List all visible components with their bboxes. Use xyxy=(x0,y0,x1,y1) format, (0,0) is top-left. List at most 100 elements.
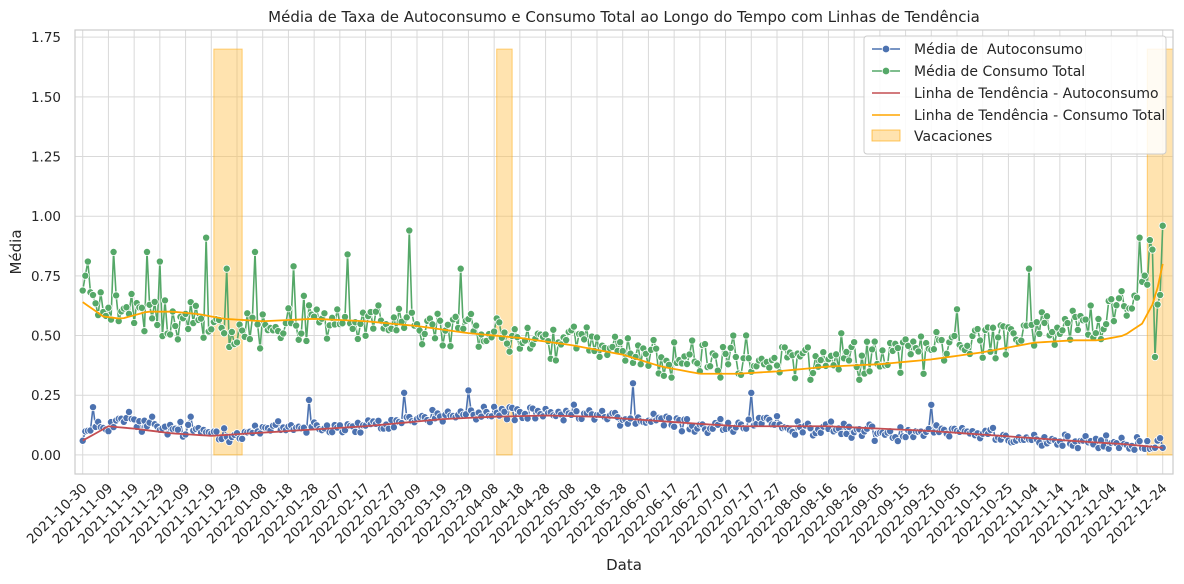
data-point xyxy=(791,374,800,383)
data-point xyxy=(729,331,738,340)
data-point xyxy=(593,333,602,342)
data-point xyxy=(184,324,193,333)
data-point xyxy=(212,427,221,436)
data-point xyxy=(878,346,887,355)
data-point xyxy=(896,368,905,377)
data-point xyxy=(1112,301,1121,310)
data-point xyxy=(420,329,429,338)
data-point xyxy=(927,400,936,409)
data-point xyxy=(451,312,460,321)
data-point xyxy=(405,226,414,235)
data-point xyxy=(369,324,378,333)
data-point xyxy=(857,351,866,360)
data-point xyxy=(433,309,442,318)
y-tick-label: 1.50 xyxy=(31,90,61,106)
data-point xyxy=(1094,314,1103,323)
data-point xyxy=(186,412,195,421)
data-point xyxy=(114,317,123,326)
data-point xyxy=(711,351,720,360)
data-point xyxy=(701,340,710,349)
data-point xyxy=(89,403,98,412)
data-point xyxy=(569,322,578,331)
data-point xyxy=(809,369,818,378)
data-point xyxy=(688,336,697,345)
data-point xyxy=(737,370,746,379)
data-point xyxy=(279,329,288,338)
data-point xyxy=(819,348,828,357)
data-point xyxy=(150,297,159,306)
data-point xyxy=(523,323,532,332)
data-point xyxy=(1102,320,1111,329)
data-point xyxy=(937,336,946,345)
data-point xyxy=(505,347,514,356)
data-point xyxy=(706,362,715,371)
data-point xyxy=(989,423,998,432)
legend-marker-consumo-total xyxy=(881,66,891,76)
data-point xyxy=(716,415,725,424)
legend: Média de Autoconsumo Média de Consumo To… xyxy=(863,35,1167,155)
data-point xyxy=(744,415,753,424)
data-point xyxy=(1073,325,1082,334)
data-point xyxy=(845,356,854,365)
data-point xyxy=(1156,434,1165,443)
data-point xyxy=(1040,318,1049,327)
data-point xyxy=(297,329,306,338)
data-point xyxy=(541,330,550,339)
data-point xyxy=(659,421,668,430)
data-point xyxy=(837,329,846,338)
data-point xyxy=(173,335,182,344)
data-point xyxy=(142,247,151,256)
trend-line-consumo-total xyxy=(82,263,1164,375)
legend-label-trend-autoconsumo: Linha de Tendência - Autoconsumo xyxy=(914,86,1159,102)
data-point xyxy=(803,343,812,352)
data-point xyxy=(904,341,913,350)
data-point xyxy=(870,436,879,445)
data-point xyxy=(402,313,411,322)
data-point xyxy=(1063,432,1072,441)
data-point xyxy=(464,386,473,395)
data-point xyxy=(256,344,265,353)
data-point xyxy=(1145,236,1154,245)
data-point xyxy=(1148,245,1157,254)
data-point xyxy=(407,308,416,317)
data-point xyxy=(137,303,146,312)
data-point xyxy=(122,303,131,312)
data-point xyxy=(1153,300,1162,309)
data-point xyxy=(1091,329,1100,338)
data-point xyxy=(500,407,509,416)
x-axis-title: Data xyxy=(606,556,642,574)
data-point xyxy=(374,416,383,425)
data-point xyxy=(863,337,872,346)
data-point xyxy=(302,336,311,345)
data-point xyxy=(140,327,149,336)
data-point xyxy=(1058,326,1067,335)
data-point xyxy=(1058,441,1067,450)
data-point xyxy=(670,422,679,431)
data-point xyxy=(243,309,252,318)
data-point xyxy=(1001,350,1010,359)
data-point xyxy=(1151,353,1160,362)
y-axis-ticks: 0.00 0.25 0.50 0.75 1.00 1.25 1.50 1.75 xyxy=(31,30,61,464)
data-point xyxy=(361,331,370,340)
data-point xyxy=(667,373,676,382)
data-point xyxy=(374,301,383,310)
data-point xyxy=(220,424,229,433)
data-point xyxy=(919,369,928,378)
data-point xyxy=(258,310,267,319)
legend-entry-trend-autoconsumo: Linha de Tendência - Autoconsumo xyxy=(872,86,1159,102)
data-point xyxy=(670,338,679,347)
legend-entry-trend-consumo-total: Linha de Tendência - Consumo Total xyxy=(872,108,1165,124)
data-point xyxy=(870,337,879,346)
data-point xyxy=(456,264,465,273)
data-point xyxy=(770,353,779,362)
data-point xyxy=(963,341,972,350)
data-point xyxy=(595,352,604,361)
data-point xyxy=(510,325,519,334)
data-point xyxy=(726,343,735,352)
data-point xyxy=(438,341,447,350)
legend-swatch-vacaciones xyxy=(871,129,901,142)
data-point xyxy=(989,323,998,332)
data-point xyxy=(109,247,118,256)
data-point xyxy=(400,388,409,397)
data-point xyxy=(1135,233,1144,242)
